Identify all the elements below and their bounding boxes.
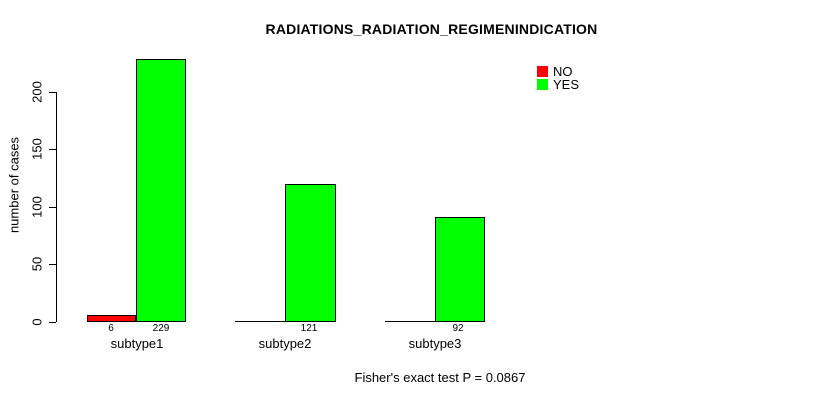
chart-title: RADIATIONS_RADIATION_REGIMENINDICATION [265, 21, 598, 37]
legend-no-swatch [537, 66, 548, 77]
y-axis-tick-label: 100 [29, 196, 45, 218]
bar-subtype1-no [87, 315, 136, 322]
y-axis-tick [49, 92, 56, 93]
x-group-label-subtype2: subtype2 [258, 336, 312, 351]
bar-subtype3-no-zero [385, 321, 435, 322]
bar-subtype2-yes [285, 184, 336, 322]
y-axis-tick-label: 150 [29, 138, 45, 160]
y-axis-tick-label: 0 [29, 318, 45, 326]
bar-subtype3-yes [435, 217, 485, 322]
y-axis-tick [49, 149, 56, 150]
bar-subtype2-no-zero [235, 321, 285, 322]
bar-value-label: 92 [452, 323, 464, 334]
y-axis-tick-label: 200 [29, 81, 45, 103]
bar-subtype1-yes [136, 59, 186, 322]
bar-value-label: 121 [300, 323, 318, 334]
x-group-label-subtype1: subtype1 [110, 336, 164, 351]
y-axis-tick-label: 50 [29, 256, 45, 272]
y-axis-tick [49, 264, 56, 265]
y-axis-tick [49, 322, 56, 323]
fisher-test-annotation: Fisher's exact test P = 0.0867 [354, 370, 526, 385]
y-axis-label: number of cases [6, 136, 22, 234]
bar-value-label: 6 [108, 323, 114, 334]
x-group-label-subtype3: subtype3 [408, 336, 462, 351]
bar-value-label: 229 [152, 323, 170, 334]
legend-yes-label: YES [553, 77, 580, 92]
legend-yes-swatch [537, 79, 548, 90]
y-axis-line [56, 92, 57, 322]
legend-no-label: NO [553, 64, 573, 79]
y-axis-tick [49, 207, 56, 208]
